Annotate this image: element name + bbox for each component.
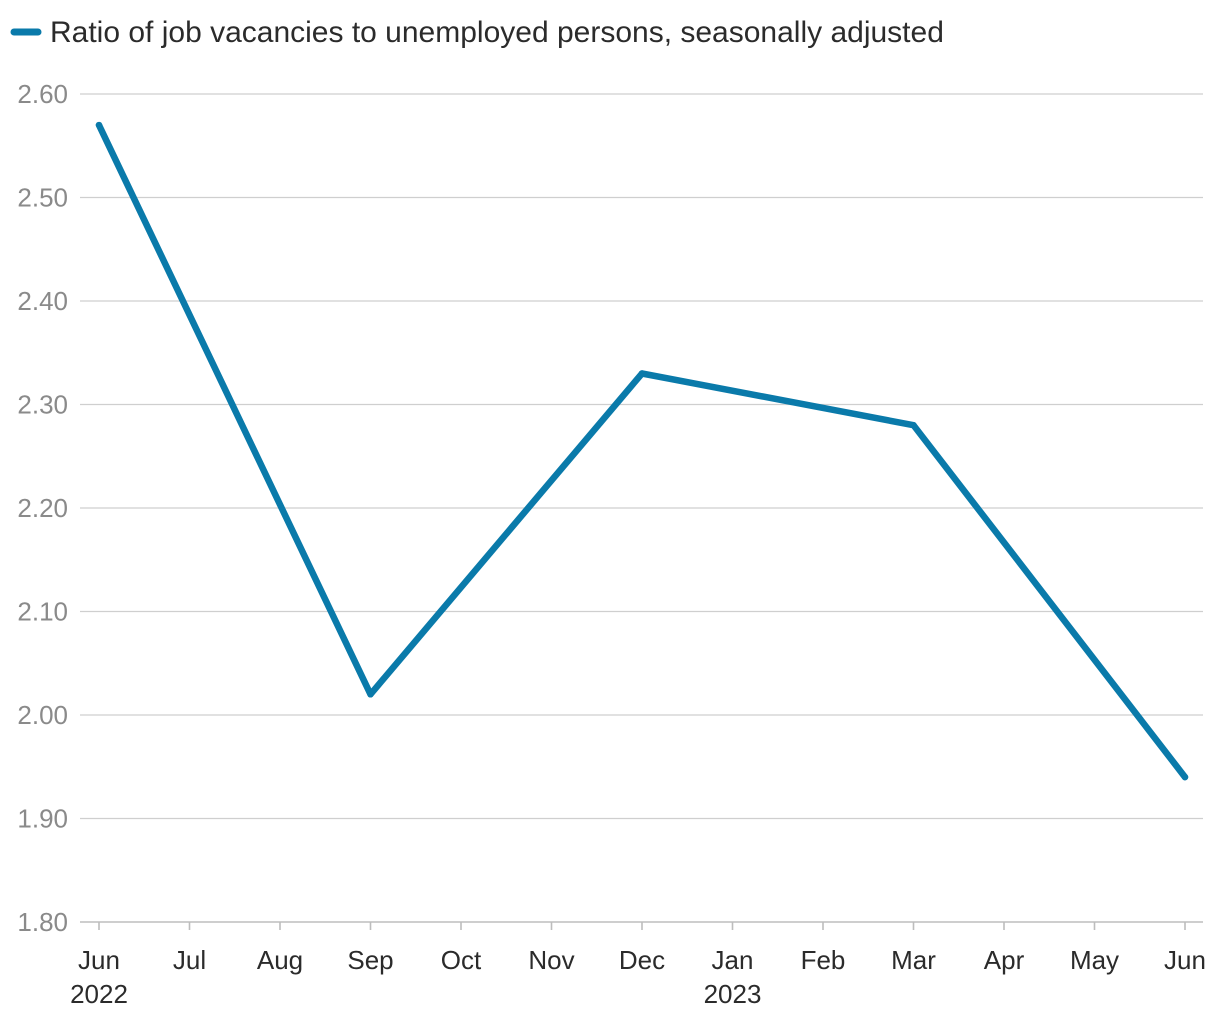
y-tick-label: 1.90 — [17, 804, 68, 834]
x-tick-label: Aug — [257, 945, 303, 975]
series-layer — [95, 121, 1189, 781]
legend: Ratio of job vacancies to unemployed per… — [10, 16, 944, 49]
x-tick-label: Jun — [78, 945, 120, 975]
x-axis: Jun Jul Aug Sep Oct Nov Dec Jan Feb Mar Apr May Jun 2… — [70, 922, 1206, 1009]
x-tick-label: Jul — [173, 945, 206, 975]
x-tick-label: Jan — [712, 945, 754, 975]
x-tick-label: Dec — [619, 945, 665, 975]
y-tick-label: 2.10 — [17, 597, 68, 627]
x-year-label: 2023 — [704, 979, 762, 1009]
x-year-label: 2022 — [70, 979, 128, 1009]
gridlines — [80, 93, 1203, 923]
data-point — [1181, 773, 1189, 781]
y-tick-label: 2.40 — [17, 286, 68, 316]
data-point — [367, 691, 374, 698]
x-tick-label: Oct — [441, 945, 482, 975]
x-tick-label: Feb — [801, 945, 846, 975]
x-tick-label: Sep — [347, 945, 393, 975]
data-point — [910, 422, 917, 429]
y-tick-label: 2.60 — [17, 79, 68, 109]
x-tick-label: Nov — [528, 945, 574, 975]
y-tick-label: 2.20 — [17, 493, 68, 523]
y-tick-label: 1.80 — [17, 907, 68, 937]
data-point — [638, 370, 646, 377]
y-tick-label: 2.50 — [17, 183, 68, 213]
series-line — [95, 121, 1189, 781]
data-point — [95, 121, 103, 129]
x-tick-label: Jun — [1164, 945, 1206, 975]
x-tick-label: May — [1070, 945, 1119, 975]
y-tick-label: 2.30 — [17, 390, 68, 420]
x-tick-label: Mar — [891, 945, 936, 975]
y-axis: 1.80 1.90 2.00 2.10 2.20 2.30 2.40 2.50 2.60 — [17, 79, 68, 937]
x-tick-label: Apr — [984, 945, 1025, 975]
y-tick-label: 2.00 — [17, 700, 68, 730]
legend-label: Ratio of job vacancies to unemployed per… — [50, 16, 944, 49]
